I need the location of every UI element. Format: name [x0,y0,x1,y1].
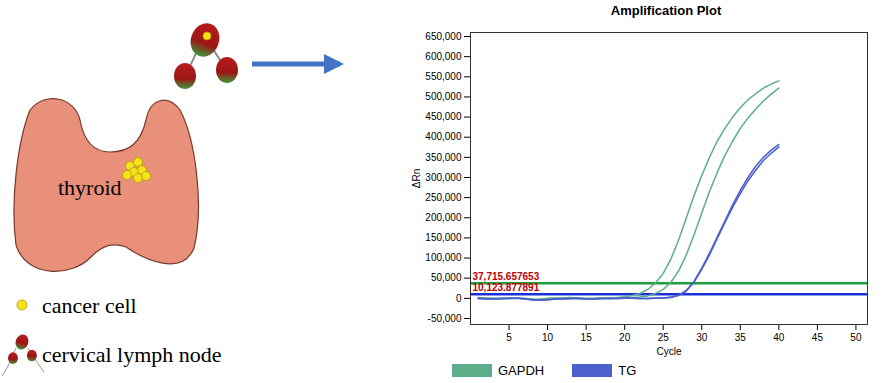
svg-text:350,000: 350,000 [425,152,462,163]
svg-text:300,000: 300,000 [425,172,462,183]
svg-text:650,000: 650,000 [425,31,462,42]
svg-text:100,000: 100,000 [425,252,462,263]
svg-text:10,123.877891: 10,123.877891 [473,282,540,293]
svg-text:400,000: 400,000 [425,131,462,142]
svg-text:200,000: 200,000 [425,212,462,223]
svg-text:ΔRn: ΔRn [411,169,422,188]
svg-text:37,715.657653: 37,715.657653 [473,271,540,282]
svg-text:5: 5 [506,332,512,343]
svg-text:20: 20 [619,332,631,343]
html-text:TG: TG [618,363,637,378]
svg-text:250,000: 250,000 [425,192,462,203]
svg-text:thyroid: thyroid [58,175,122,200]
html-text:GAPDH: GAPDH [498,363,545,378]
svg-text:40: 40 [773,332,785,343]
svg-text:10: 10 [542,332,554,343]
svg-text:30: 30 [696,332,708,343]
svg-text:50,000: 50,000 [431,272,462,283]
svg-text:Cycle: Cycle [656,346,681,357]
svg-text:450,000: 450,000 [425,111,462,122]
svg-text:-50,000: -50,000 [428,313,462,324]
svg-text:550,000: 550,000 [425,71,462,82]
svg-text:35: 35 [735,332,747,343]
svg-text:150,000: 150,000 [425,232,462,243]
svg-text:600,000: 600,000 [425,51,462,62]
svg-text:cervical lymph node: cervical lymph node [42,342,222,367]
svg-text:15: 15 [581,332,593,343]
html-text:Amplification Plot: Amplification Plot [610,3,722,18]
svg-text:cancer cell: cancer cell [42,293,137,318]
svg-text:25: 25 [658,332,670,343]
svg-text:0: 0 [456,293,462,304]
svg-text:50: 50 [850,332,862,343]
svg-text:45: 45 [812,332,824,343]
svg-text:500,000: 500,000 [425,91,462,102]
